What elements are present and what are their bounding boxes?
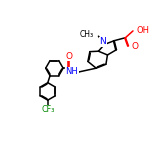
Text: CH₃: CH₃: [80, 30, 94, 39]
Text: O: O: [132, 42, 139, 51]
Text: N: N: [99, 37, 106, 46]
Text: O: O: [66, 52, 73, 60]
Text: CF₃: CF₃: [41, 105, 54, 114]
Text: OH: OH: [136, 26, 149, 35]
Text: NH: NH: [65, 67, 78, 76]
